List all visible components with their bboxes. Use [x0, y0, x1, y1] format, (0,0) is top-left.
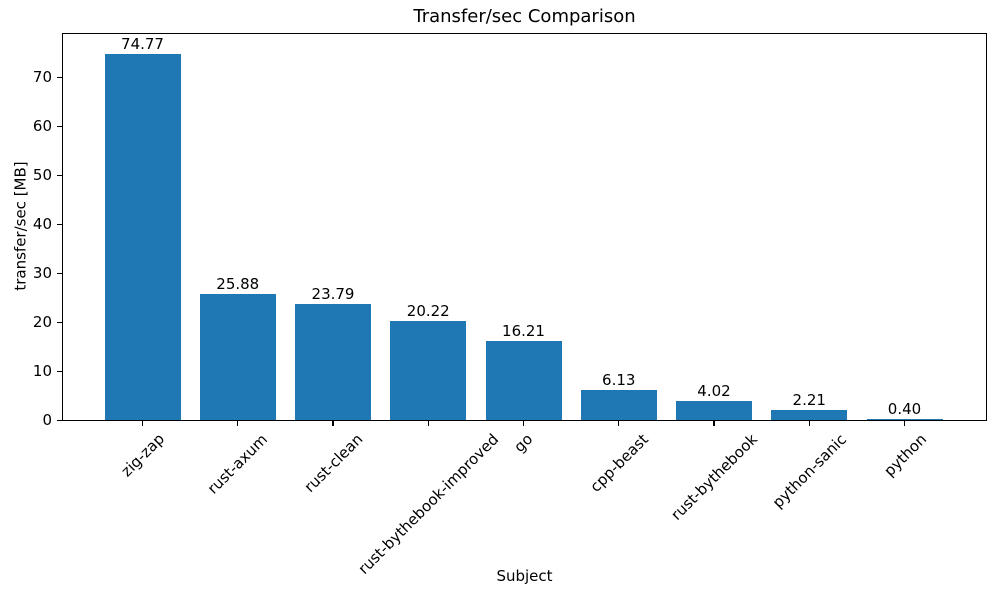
x-tick-mark: [427, 421, 429, 427]
y-tick-label: 30: [32, 264, 52, 282]
bar-rust-clean: [295, 303, 371, 421]
x-tick-label: zig-zap: [116, 430, 168, 481]
y-tick-mark: [57, 174, 62, 177]
bar-value-label: 2.21: [792, 390, 826, 409]
bar-zig-zap: [104, 54, 181, 421]
bar-value-label: 74.77: [121, 35, 164, 54]
x-tick-label: cpp-beast: [586, 429, 652, 496]
y-tick-mark: [57, 321, 62, 324]
y-tick-mark: [57, 125, 62, 128]
x-tick-label: rust-bythebook-improved: [354, 430, 502, 578]
chart-title: Transfer/sec Comparison: [413, 6, 636, 27]
y-tick-label: 20: [32, 313, 52, 331]
x-tick-label: go: [510, 430, 537, 457]
bar-value-label: 25.88: [216, 274, 260, 293]
bar-value-label: 23.79: [311, 284, 355, 303]
x-tick-mark: [141, 421, 144, 427]
bar-rust-bythebook-improved: [390, 321, 467, 421]
y-tick-label: 50: [32, 166, 52, 184]
x-tick-mark: [808, 421, 810, 427]
x-tick-mark: [618, 421, 620, 427]
x-tick-mark: [713, 421, 715, 427]
y-tick-mark: [57, 223, 62, 226]
x-tick-mark: [903, 421, 906, 427]
y-tick-mark: [57, 370, 62, 373]
x-tick-label: python: [879, 429, 930, 480]
y-tick-mark: [57, 419, 62, 422]
bar-value-label: 6.13: [602, 371, 636, 390]
bar-python: [866, 418, 943, 421]
bar-rust-axum: [199, 293, 276, 421]
x-tick-label: rust-clean: [300, 429, 366, 496]
bar-value-label: 16.21: [502, 322, 545, 341]
y-tick-label: 70: [32, 68, 52, 86]
x-tick-mark: [237, 421, 239, 427]
y-tick-mark: [57, 272, 62, 275]
y-tick-label: 10: [32, 362, 52, 380]
bar-value-label: 0.40: [887, 399, 922, 418]
x-tick-label: rust-axum: [204, 429, 272, 498]
bar-value-label: 4.02: [697, 381, 731, 400]
x-tick-label: rust-bythebook: [667, 429, 761, 524]
x-axis-label: Subject: [496, 567, 553, 585]
x-tick-label: python-sanic: [768, 430, 850, 512]
y-tick-label: 0: [42, 411, 52, 429]
bar-value-label: 20.22: [406, 302, 450, 321]
bar-cpp-beast: [580, 390, 657, 421]
bar-go: [485, 341, 562, 421]
y-tick-label: 40: [32, 215, 52, 233]
y-tick-mark: [57, 76, 62, 79]
bar-python-sanic: [771, 409, 848, 421]
bar-rust-bythebook: [676, 400, 752, 421]
y-tick-label: 60: [32, 117, 52, 135]
x-tick-mark: [332, 421, 334, 427]
x-tick-mark: [522, 421, 525, 427]
